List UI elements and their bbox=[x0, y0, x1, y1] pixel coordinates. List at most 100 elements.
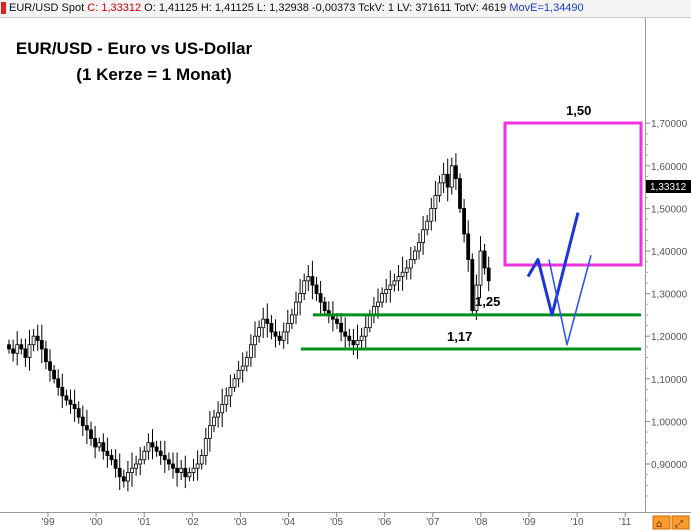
candle-body bbox=[404, 267, 409, 273]
candle-body bbox=[396, 276, 401, 282]
candle-body bbox=[228, 386, 233, 397]
time-tick-label: '05 bbox=[330, 517, 343, 528]
candle-body bbox=[166, 459, 171, 465]
candle-body bbox=[429, 207, 434, 222]
candle-body bbox=[355, 340, 360, 346]
candle-body bbox=[109, 455, 114, 461]
candle-body bbox=[445, 173, 450, 188]
candle-body bbox=[248, 344, 253, 358]
candle-body bbox=[417, 242, 421, 252]
candle-body bbox=[470, 259, 475, 312]
candle-body bbox=[216, 412, 221, 418]
candle-body bbox=[433, 195, 438, 209]
home-button[interactable] bbox=[652, 515, 671, 530]
candle-body bbox=[388, 284, 393, 290]
candle-body bbox=[126, 472, 130, 482]
candle-body bbox=[314, 284, 319, 294]
candle-body bbox=[244, 357, 249, 367]
candle-body bbox=[474, 284, 479, 312]
zoom-button[interactable] bbox=[671, 515, 690, 530]
candle-body bbox=[240, 365, 245, 371]
candle-body bbox=[35, 335, 40, 341]
candle-body bbox=[261, 318, 266, 329]
time-tick-label: '02 bbox=[186, 517, 199, 528]
chart-subtitle: (1 Kerze = 1 Monat) bbox=[76, 65, 231, 84]
time-tick-label: '99 bbox=[41, 517, 54, 528]
candle-body bbox=[130, 467, 134, 473]
candle-body bbox=[15, 344, 20, 354]
candle-body bbox=[134, 463, 139, 469]
candle-body bbox=[220, 403, 225, 414]
price-tick-label: 1,20000 bbox=[651, 332, 688, 343]
candle-body bbox=[121, 476, 126, 482]
candle-body bbox=[486, 267, 491, 282]
home-icon: ⌂ bbox=[656, 519, 662, 530]
time-tick-label: '04 bbox=[282, 517, 295, 528]
candle-body bbox=[462, 207, 467, 235]
time-tick-label: '08 bbox=[474, 517, 487, 528]
last-price-label: 1,33312 bbox=[650, 182, 687, 193]
candle-body bbox=[48, 361, 52, 371]
candle-body bbox=[97, 442, 102, 448]
price-tick-label: 1,00000 bbox=[651, 417, 688, 428]
candle-body bbox=[179, 467, 184, 473]
candle-body bbox=[335, 318, 339, 324]
support-label-125: 1,25 bbox=[475, 294, 500, 309]
candle-body bbox=[466, 233, 471, 260]
candle-body bbox=[232, 378, 237, 388]
price-tick-label: 1,70000 bbox=[651, 119, 688, 130]
candle-body bbox=[195, 463, 200, 469]
candle-body bbox=[421, 229, 426, 243]
candle-body bbox=[458, 178, 462, 209]
candle-body bbox=[117, 467, 122, 478]
time-tick-label: '03 bbox=[234, 517, 247, 528]
symbol-marker-icon bbox=[1, 2, 6, 15]
candle-body bbox=[31, 335, 36, 346]
candle-body bbox=[158, 450, 163, 456]
candle-body bbox=[318, 293, 323, 303]
candle-body bbox=[171, 463, 175, 469]
candle-body bbox=[146, 442, 151, 452]
candle-body bbox=[412, 250, 417, 260]
tick-volume: TckV: 1 bbox=[358, 2, 394, 14]
candle-body bbox=[453, 165, 458, 179]
candle-body bbox=[191, 467, 196, 473]
candle-body bbox=[76, 408, 81, 418]
total-volume: TotV: 4619 bbox=[454, 2, 507, 14]
low-value: L: 1,32938 bbox=[256, 2, 309, 14]
candle-body bbox=[343, 331, 348, 337]
candle-body bbox=[384, 288, 389, 294]
time-tick-label: '06 bbox=[378, 517, 391, 528]
candle-body bbox=[281, 331, 286, 341]
candle-body bbox=[408, 259, 413, 269]
price-tick-label: 1,40000 bbox=[651, 247, 688, 258]
chart-title: EUR/USD - Euro vs US-Dollar bbox=[16, 39, 253, 58]
candle-body bbox=[285, 323, 290, 333]
candle-body bbox=[162, 455, 167, 461]
candle-body bbox=[199, 455, 204, 465]
price-tick-label: 1,10000 bbox=[651, 375, 688, 386]
projection-path-alternate bbox=[548, 255, 592, 346]
candle-body bbox=[138, 459, 143, 465]
candle-body bbox=[449, 165, 454, 188]
quote-header: EUR/USD Spot C: 1,33312 O: 1,41125 H: 1,… bbox=[0, 0, 691, 18]
candle-body bbox=[80, 416, 85, 427]
price-tick-label: 1,50000 bbox=[651, 204, 688, 215]
target-label-150: 1,50 bbox=[566, 103, 591, 118]
candle-body bbox=[113, 459, 118, 469]
price-axis: 1,70000 1,60000 1,50000 1,40000 1,30000 1,200… bbox=[645, 119, 688, 497]
candle-body bbox=[105, 450, 110, 456]
candle-body bbox=[400, 271, 405, 277]
candle-body bbox=[19, 344, 24, 350]
candle-body bbox=[425, 220, 430, 231]
price-tick-label: 1,60000 bbox=[651, 162, 688, 173]
candle-body bbox=[482, 250, 487, 269]
time-tick-label: '11 bbox=[619, 517, 632, 528]
candle-body bbox=[253, 335, 257, 346]
candle-body bbox=[367, 314, 372, 329]
open-value: O: 1,41125 bbox=[144, 2, 198, 14]
candle-body bbox=[351, 340, 356, 346]
candle-body bbox=[339, 323, 344, 333]
